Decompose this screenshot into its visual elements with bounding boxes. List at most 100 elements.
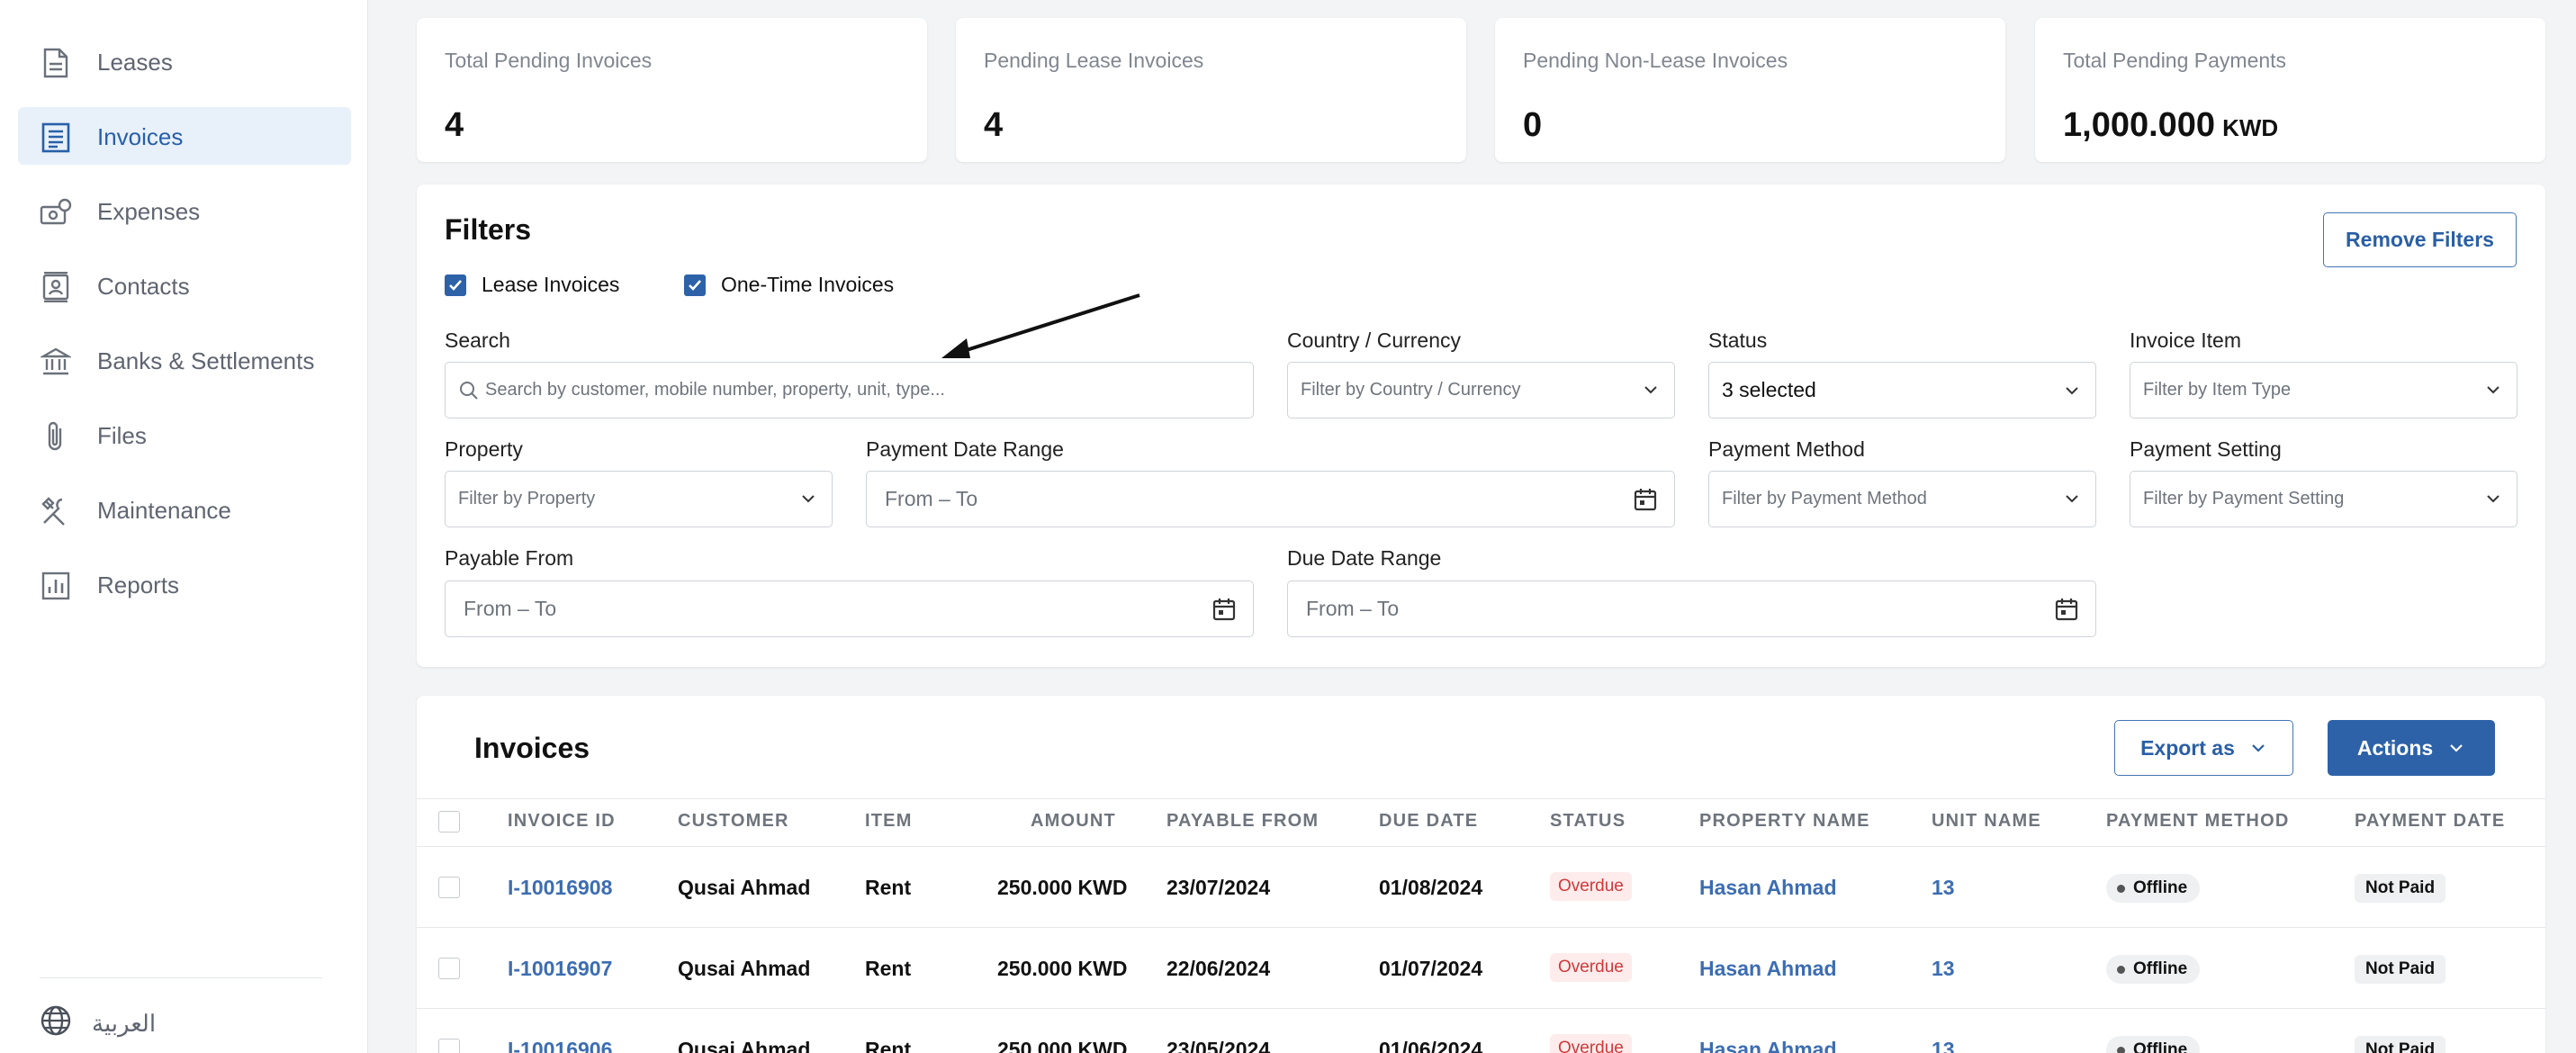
checkbox-label: One-Time Invoices [721,273,895,296]
dot-icon [2117,1046,2125,1053]
search-icon [458,380,480,401]
report-chart-icon [40,570,72,602]
select-value: 3 selected [1722,378,1816,401]
status-select[interactable]: 3 selected [1708,362,2096,418]
column-header-amount[interactable]: AMOUNT [1031,811,1116,831]
due-date-range-label: Due Date Range [1287,546,1442,570]
sidebar-item-files[interactable]: Files [18,406,351,464]
chevron-down-icon [2484,381,2502,404]
property-name-link[interactable]: Hasan Ahmad [1699,957,1837,980]
sidebar-item-expenses[interactable]: Expenses [18,182,351,239]
sidebar-item-label: Expenses [97,198,201,225]
payment-method-label: Payment Method [1708,437,1865,461]
column-header-payment-method[interactable]: PAYMENT METHOD [2106,811,2290,831]
amount-cell: 250.000 KWD [997,1038,1128,1053]
payable-from-range-input[interactable]: From – To [445,580,1254,637]
column-header-customer[interactable]: CUSTOMER [678,811,789,831]
sidebar-item-maintenance[interactable]: Maintenance [18,481,351,538]
unit-name-link[interactable]: 13 [1932,876,1955,899]
checkbox-checked-icon [445,274,466,296]
calendar-icon[interactable] [2054,597,2079,627]
column-header-payable-from[interactable]: PAYABLE FROM [1166,811,1320,831]
export-as-button[interactable]: Export as [2114,720,2293,776]
stat-value: 4 [984,106,1004,144]
status-badge: Overdue [1550,1034,1632,1053]
customer-cell: Qusai Ahmad [678,957,811,980]
checkbox-label: Lease Invoices [482,273,620,296]
unit-name-link[interactable]: 13 [1932,1038,1955,1053]
due-date-cell: 01/06/2024 [1379,1038,1483,1053]
actions-button[interactable]: Actions [2328,720,2495,776]
search-placeholder: Search by customer, mobile number, prope… [485,380,945,400]
column-header-invoice-id[interactable]: INVOICE ID [508,811,616,831]
one-time-invoices-checkbox[interactable]: One-Time Invoices [684,273,894,297]
payment-date-badge: Not Paid [2355,1036,2446,1053]
stat-label: Total Pending Payments [2063,49,2287,72]
payment-method-badge: Offline [2106,874,2201,903]
due-date-range-input[interactable]: From – To [1287,580,2096,637]
annotation-arrow-icon [941,293,1140,358]
payment-date-range-input[interactable]: From – To [866,471,1675,527]
property-name-link[interactable]: Hasan Ahmad [1699,876,1837,899]
filters-title: Filters [445,213,532,246]
sidebar-item-invoices[interactable]: Invoices [18,107,351,165]
sidebar-item-reports[interactable]: Reports [18,555,351,613]
search-input[interactable]: Search by customer, mobile number, prope… [445,362,1254,418]
select-placeholder: Filter by Item Type [2143,380,2292,400]
stat-card-total-pending-invoices: Total Pending Invoices 4 [417,18,927,162]
remove-filters-button[interactable]: Remove Filters [2323,212,2517,267]
language-switch[interactable]: العربية [40,1004,156,1043]
row-checkbox[interactable] [438,1039,460,1053]
contact-card-icon [40,271,72,303]
sidebar-item-label: Files [97,422,147,449]
row-checkbox[interactable] [438,958,460,979]
table-row[interactable]: I-10016906 Qusai Ahmad Rent 250.000 KWD … [417,1008,2545,1053]
actions-label: Actions [2356,735,2434,760]
invoice-id-link[interactable]: I-10016908 [508,876,613,899]
payable-from-cell: 23/07/2024 [1166,876,1271,899]
calendar-icon[interactable] [1211,597,1237,627]
unit-name-link[interactable]: 13 [1932,957,1955,980]
sidebar-item-banks[interactable]: Banks & Settlements [18,331,351,389]
sidebar-item-leases[interactable]: Leases [18,32,351,90]
stat-label: Pending Non-Lease Invoices [1523,49,1788,72]
table-row[interactable]: I-10016908 Qusai Ahmad Rent 250.000 KWD … [417,846,2545,927]
payment-method-select[interactable]: Filter by Payment Method [1708,471,2096,527]
lease-invoices-checkbox[interactable]: Lease Invoices [445,273,619,297]
sidebar-item-label: Invoices [97,123,184,150]
payment-method-text: Offline [2133,1040,2188,1053]
sidebar-item-label: Reports [97,572,180,598]
stat-currency: KWD [2222,114,2279,141]
column-header-property-name[interactable]: PROPERTY NAME [1699,811,1870,831]
globe-icon [40,1004,72,1043]
column-header-item[interactable]: ITEM [865,811,913,831]
select-all-checkbox[interactable] [438,811,460,832]
property-select[interactable]: Filter by Property [445,471,833,527]
payment-setting-label: Payment Setting [2130,437,2282,461]
customer-cell: Qusai Ahmad [678,876,811,899]
row-checkbox[interactable] [438,877,460,898]
sidebar-item-contacts[interactable]: Contacts [18,256,351,314]
invoice-id-link[interactable]: I-10016907 [508,957,613,980]
column-header-payment-date[interactable]: PAYMENT DATE [2355,811,2506,831]
customer-cell: Qusai Ahmad [678,1038,811,1053]
table-row[interactable]: I-10016907 Qusai Ahmad Rent 250.000 KWD … [417,927,2545,1008]
invoice-item-select[interactable]: Filter by Item Type [2130,362,2517,418]
payment-setting-select[interactable]: Filter by Payment Setting [2130,471,2517,527]
stat-card-pending-non-lease-invoices: Pending Non-Lease Invoices 0 [1495,18,2005,162]
item-cell: Rent [865,1038,912,1053]
invoice-id-link[interactable]: I-10016906 [508,1038,613,1053]
select-placeholder: Filter by Payment Setting [2143,489,2345,508]
property-name-link[interactable]: Hasan Ahmad [1699,1038,1837,1053]
payable-from-cell: 23/05/2024 [1166,1038,1271,1053]
payment-date-badge: Not Paid [2355,874,2446,903]
calendar-icon[interactable] [1633,487,1658,518]
item-cell: Rent [865,876,912,899]
column-header-due-date[interactable]: DUE DATE [1379,811,1479,831]
column-header-unit-name[interactable]: UNIT NAME [1932,811,2041,831]
dot-icon [2117,965,2125,974]
stat-value: 0 [1523,106,1543,144]
column-header-status[interactable]: STATUS [1550,811,1626,831]
country-currency-select[interactable]: Filter by Country / Currency [1287,362,1675,418]
payment-date-range-label: Payment Date Range [866,437,1064,461]
